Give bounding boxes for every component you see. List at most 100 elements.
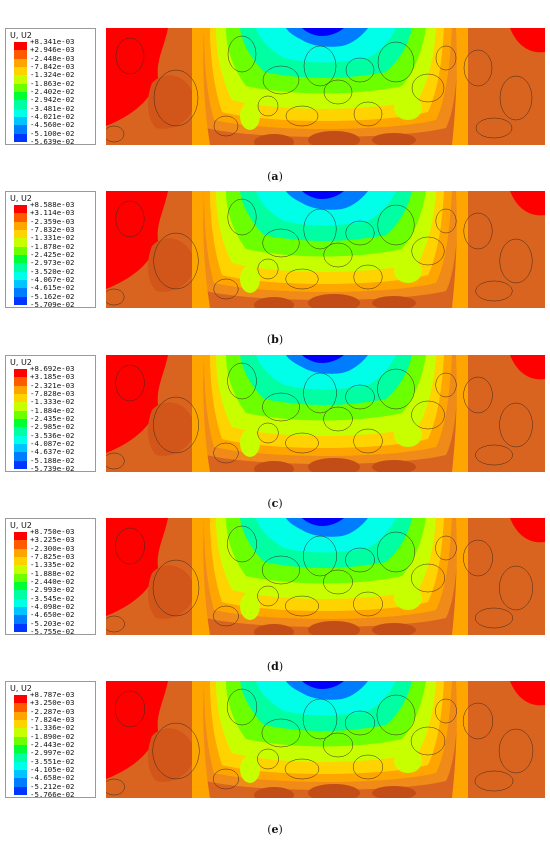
aggregate-outline bbox=[303, 45, 337, 87]
aggregate-outline bbox=[377, 368, 415, 410]
legend-color-swatch bbox=[14, 377, 27, 386]
aggregate-outline bbox=[257, 422, 279, 444]
aggregate-outline bbox=[213, 115, 239, 137]
contour-region bbox=[286, 518, 368, 537]
legend-value-label: -4.105e-02 bbox=[30, 764, 75, 774]
color-legend: U, U2 +8.750e-03 +3.225e-03 -2.300e-03 -7.82… bbox=[5, 518, 96, 636]
aggregate-outline bbox=[475, 444, 513, 466]
legend-value-label: -7.825e-03 bbox=[30, 551, 75, 561]
aggregate-outline bbox=[345, 384, 375, 410]
contour-region bbox=[286, 28, 368, 47]
figure-panel: U, U2 +8.750e-03 +3.225e-03 -2.300e-03 -7.82… bbox=[0, 515, 550, 678]
aggregate-outline bbox=[106, 288, 125, 306]
legend-value-label: -3.536e-02 bbox=[30, 430, 75, 440]
legend-value-label: -1.863e-02 bbox=[30, 78, 75, 88]
panel-caption-letter: b bbox=[271, 333, 279, 346]
legend-value-label: -7.842e-03 bbox=[30, 61, 75, 71]
aggregate-outline bbox=[353, 428, 383, 454]
contour-region bbox=[192, 355, 210, 472]
legend-color-swatch bbox=[14, 229, 27, 239]
aggregate-outline bbox=[376, 531, 416, 573]
aggregate-outline bbox=[410, 726, 446, 756]
legend-value-label: -5.212e-02 bbox=[30, 781, 75, 791]
aggregate-outline bbox=[345, 220, 375, 246]
legend-color-swatch bbox=[14, 42, 27, 51]
contour-region bbox=[240, 102, 260, 130]
panel-caption-letter: d bbox=[271, 660, 279, 673]
legend-color-swatch bbox=[14, 410, 27, 419]
aggregate-outline bbox=[323, 79, 353, 105]
aggregate-outline bbox=[463, 539, 493, 577]
aggregate-outline bbox=[114, 690, 146, 728]
legend-title: U, U2 bbox=[10, 684, 32, 693]
legend-color-bar bbox=[14, 532, 27, 632]
contour-region bbox=[147, 75, 195, 129]
contour-region bbox=[308, 621, 360, 635]
legend-color-swatch bbox=[14, 91, 27, 101]
aggregate-outline bbox=[475, 280, 513, 302]
legend-color-bar bbox=[14, 695, 27, 795]
legend-value-label: -4.067e-02 bbox=[30, 274, 75, 284]
legend-color-bar bbox=[14, 369, 27, 469]
legend-value-label: +3.185e-03 bbox=[30, 372, 75, 382]
legend-value-label: -4.650e-02 bbox=[30, 610, 75, 620]
aggregate-outline bbox=[353, 101, 383, 127]
contour-region bbox=[394, 586, 422, 610]
contour-region bbox=[240, 429, 260, 457]
aggregate-outline bbox=[227, 362, 257, 400]
aggregate-outline bbox=[106, 125, 125, 143]
legend-color-swatch bbox=[14, 116, 27, 126]
aggregate-outline bbox=[152, 559, 200, 617]
legend-color-swatch bbox=[14, 369, 27, 378]
aggregate-outline bbox=[463, 376, 493, 414]
legend-value-label: -4.098e-02 bbox=[30, 601, 75, 611]
legend-color-swatch bbox=[14, 532, 27, 541]
contour-region bbox=[192, 191, 210, 308]
legend-title: U, U2 bbox=[10, 31, 32, 40]
legend-color-swatch bbox=[14, 238, 27, 247]
contour-plot-area bbox=[106, 191, 545, 308]
aggregate-outline bbox=[153, 396, 199, 454]
contour-region bbox=[147, 728, 195, 782]
contour-region bbox=[372, 133, 416, 145]
aggregate-outline bbox=[257, 585, 279, 607]
legend-color-swatch bbox=[14, 205, 27, 214]
legend-color-swatch bbox=[14, 75, 27, 84]
legend-color-swatch bbox=[14, 540, 27, 549]
contour-region bbox=[452, 355, 468, 472]
legend-value-label: +2.946e-03 bbox=[30, 45, 75, 55]
aggregate-outline bbox=[499, 238, 533, 284]
legend-value-label: -4.615e-02 bbox=[30, 283, 75, 293]
aggregate-outline bbox=[411, 73, 445, 103]
aggregate-outline bbox=[213, 768, 239, 790]
displacement-contour-plot bbox=[106, 28, 545, 145]
aggregate-outline bbox=[474, 607, 514, 629]
contour-region bbox=[192, 28, 210, 145]
legend-color-swatch bbox=[14, 402, 27, 411]
legend-color-swatch bbox=[14, 393, 27, 403]
legend-color-swatch bbox=[14, 744, 27, 754]
contour-region bbox=[302, 355, 344, 363]
legend-value-label: +8.750e-03 bbox=[30, 527, 75, 536]
aggregate-outline bbox=[377, 41, 415, 83]
legend-value-label: -1.331e-02 bbox=[30, 233, 75, 243]
contour-region bbox=[394, 96, 422, 120]
legend-color-swatch bbox=[14, 711, 27, 720]
legend-color-swatch bbox=[14, 452, 27, 461]
legend-value-label: -3.551e-02 bbox=[30, 756, 75, 766]
contour-region bbox=[452, 28, 468, 145]
aggregate-outline bbox=[435, 372, 457, 398]
contour-region bbox=[254, 624, 294, 635]
aggregate-outline bbox=[323, 406, 353, 432]
contour-region bbox=[308, 294, 360, 308]
legend-color-swatch bbox=[14, 271, 27, 280]
aggregate-outline bbox=[285, 105, 319, 127]
aggregate-outline bbox=[462, 702, 494, 740]
contour-region bbox=[147, 402, 195, 456]
legend-value-label: +8.588e-03 bbox=[30, 200, 75, 209]
contour-region bbox=[254, 461, 294, 472]
aggregate-outline bbox=[106, 615, 125, 633]
aggregate-outline bbox=[475, 117, 513, 139]
contour-region bbox=[510, 518, 545, 543]
legend-color-swatch bbox=[14, 615, 27, 624]
